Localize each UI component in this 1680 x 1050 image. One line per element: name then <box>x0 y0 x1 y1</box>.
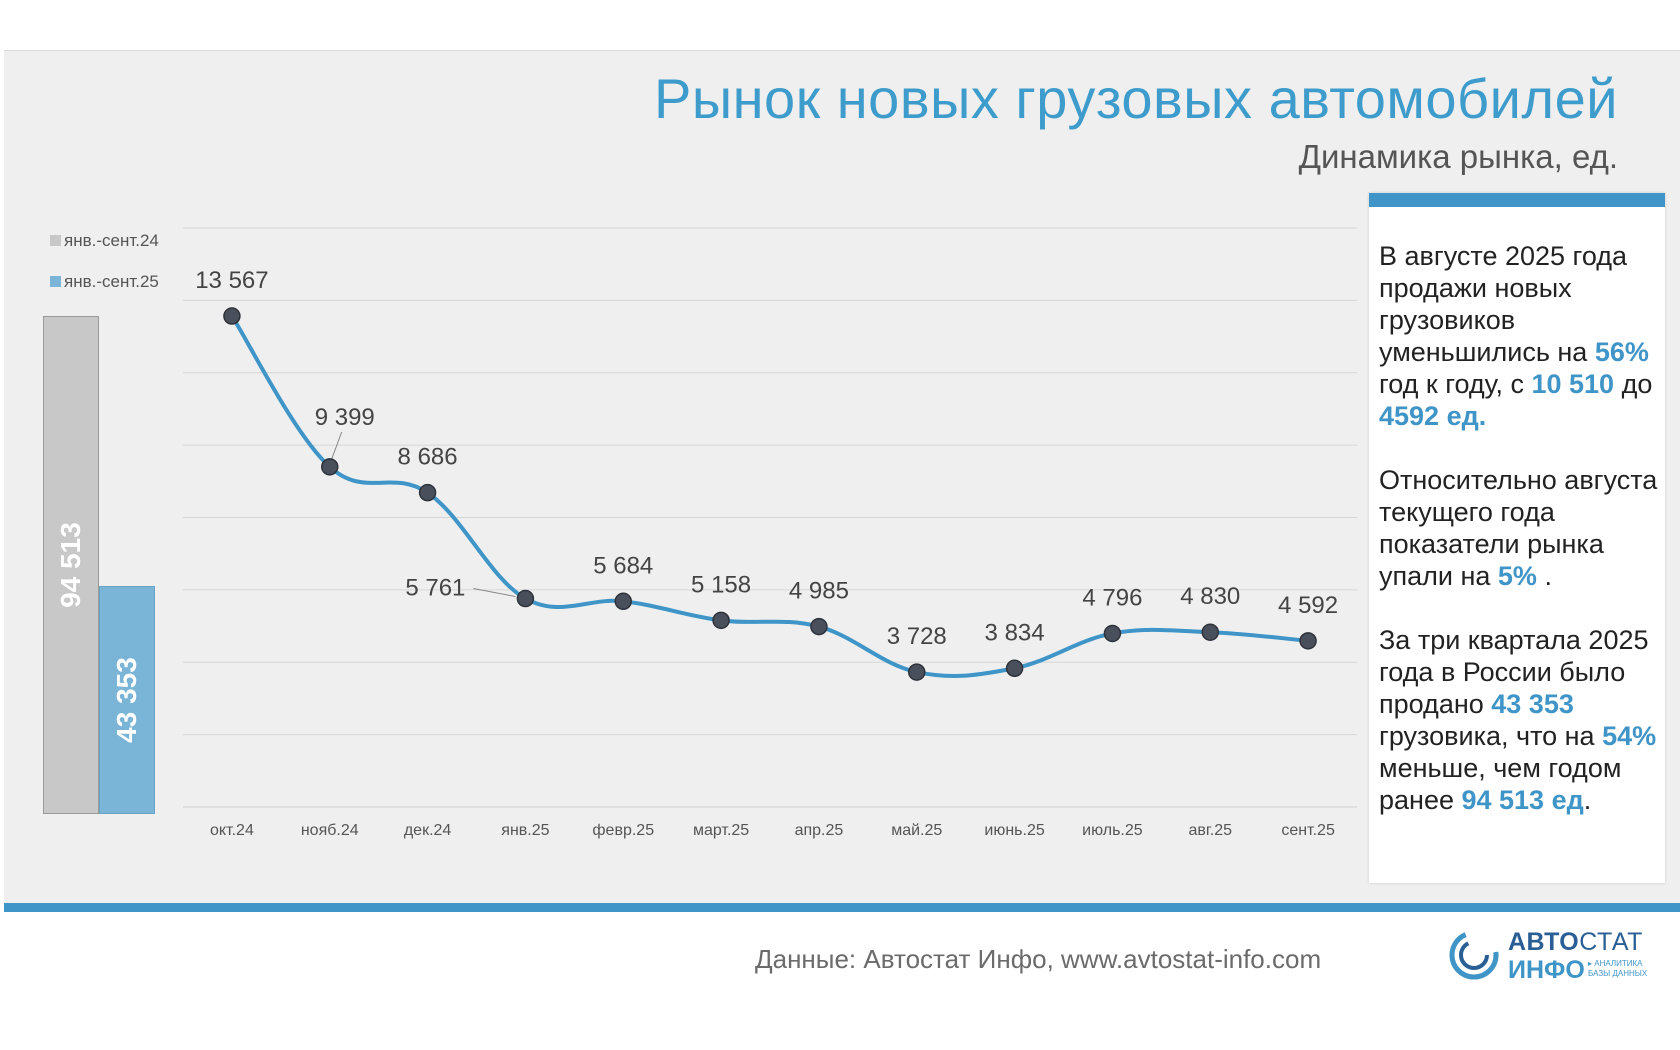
x-tick-label: март.25 <box>693 822 749 839</box>
x-tick-label: май.25 <box>891 822 942 839</box>
legend-swatch-2025 <box>50 276 61 288</box>
data-label: 4 592 <box>1278 592 1338 619</box>
x-tick-label: дек.24 <box>404 822 452 839</box>
logo-tagline: ▸ АНАЛИТИКА БАЗЫ ДАННЫХ <box>1588 959 1648 978</box>
footer-divider <box>4 903 1680 912</box>
data-label-leader-line <box>331 431 343 460</box>
commentary-text: В августе 2025 года продажи новых грузов… <box>1379 240 1661 848</box>
commentary-paragraph-1: В августе 2025 года продажи новых грузов… <box>1379 241 1653 431</box>
data-point <box>321 458 339 476</box>
series-line <box>229 314 1311 678</box>
data-point <box>712 611 730 630</box>
x-tick-label: янв.25 <box>501 822 549 839</box>
x-tick-label: февр.25 <box>592 822 654 839</box>
commentary-panel <box>1369 193 1665 883</box>
data-label: 13 567 <box>195 267 268 294</box>
legend-label-2025: янв.-сент.25 <box>64 272 159 291</box>
source-note: Данные: Автостат Инфо, www.avtostat-info… <box>755 944 1322 974</box>
data-point <box>1201 623 1219 641</box>
data-point <box>1299 632 1317 650</box>
data-label: 4 796 <box>1082 584 1142 611</box>
x-tick-label: сент.25 <box>1281 822 1335 839</box>
commentary-paragraph-3: За три квартала 2025 года в России было … <box>1379 625 1657 815</box>
data-label: 5 761 <box>405 575 465 602</box>
x-tick-label: окт.24 <box>210 822 254 839</box>
page-subtitle: Динамика рынка, ед. <box>1298 138 1618 175</box>
x-tick-label: июнь.25 <box>984 822 1044 839</box>
data-label-leader-line <box>473 588 516 598</box>
data-point <box>418 483 437 502</box>
data-label: 5 158 <box>691 571 751 598</box>
data-label: 3 728 <box>887 623 947 650</box>
data-point <box>614 592 632 611</box>
legend-label-2024: янв.-сент.24 <box>64 231 159 250</box>
data-label: 4 985 <box>789 578 849 605</box>
data-label: 9 399 <box>315 404 375 431</box>
data-point <box>1005 659 1024 678</box>
commentary-paragraph-2: Относительно августа текущего года показ… <box>1379 465 1658 591</box>
page-title: Рынок новых грузовых автомобилей <box>654 67 1618 130</box>
data-point <box>810 617 828 636</box>
data-label: 8 686 <box>398 444 458 471</box>
x-tick-label: авг.25 <box>1188 822 1232 839</box>
avtostat-logo-icon <box>1449 930 1499 980</box>
data-point <box>223 307 241 325</box>
bar-jan-sep-2025 <box>99 586 155 814</box>
data-point <box>908 663 926 681</box>
legend-swatch-2024 <box>50 235 61 247</box>
commentary-panel-header-bar <box>1369 193 1665 207</box>
x-tick-label: июль.25 <box>1082 822 1143 839</box>
logo-wordmark-line1: АВТОСТАТ <box>1508 928 1643 956</box>
legend-item-2024: янв.-сент.24 <box>50 231 159 251</box>
x-tick-label: нояб.24 <box>301 822 359 839</box>
bar-jan-sep-2024 <box>43 316 99 814</box>
line-chart: 13 567 9 399 8 686 5 761 5 684 5 158 4 985 3 72… <box>183 227 1357 839</box>
logo-wordmark-line2: ИНФО <box>1508 956 1585 984</box>
data-point <box>1103 624 1122 643</box>
data-label: 4 830 <box>1180 583 1240 610</box>
data-point <box>516 589 535 608</box>
data-label: 3 834 <box>985 619 1045 646</box>
data-label: 5 684 <box>593 552 653 579</box>
x-tick-label: апр.25 <box>795 822 844 839</box>
legend-item-2025: янв.-сент.25 <box>50 272 159 292</box>
